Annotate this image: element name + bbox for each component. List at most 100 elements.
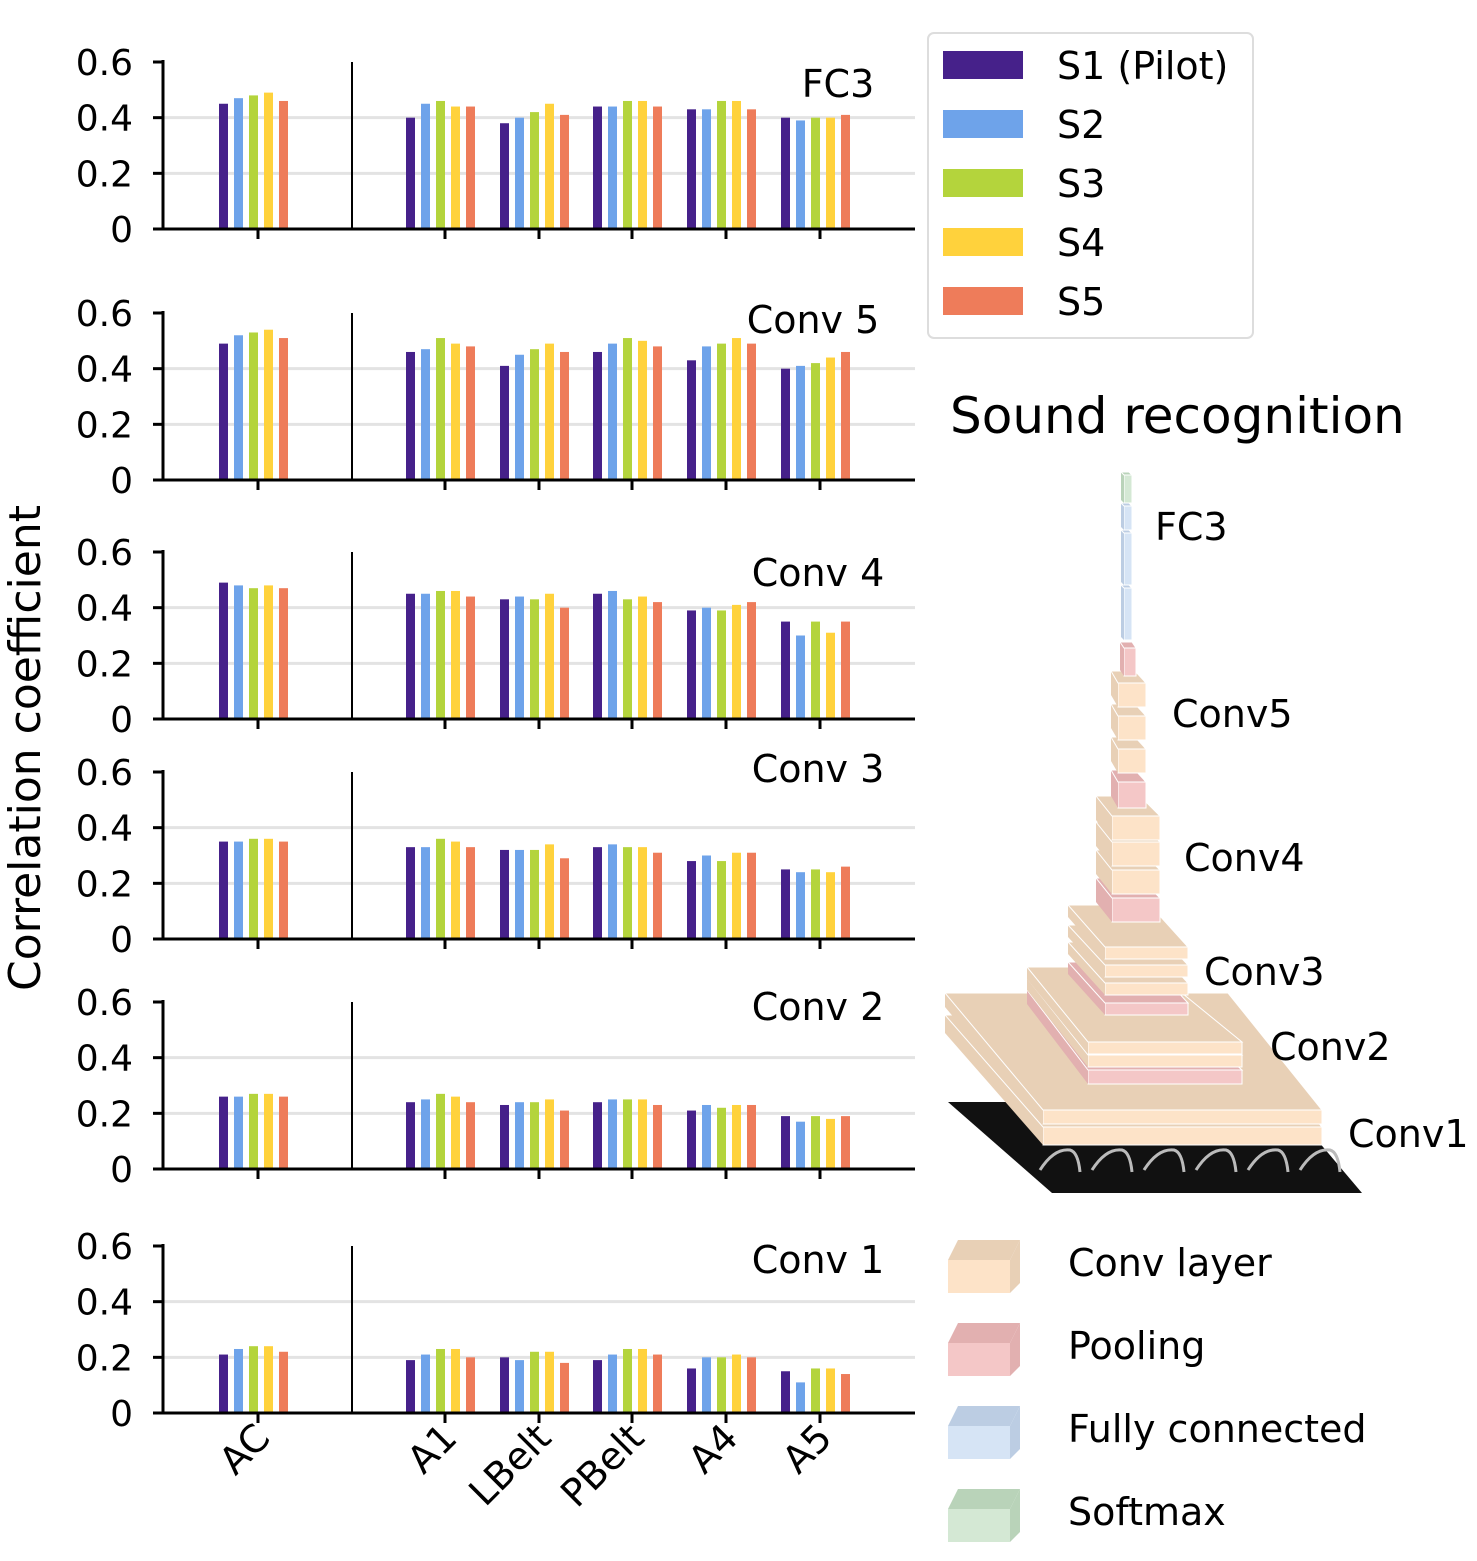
bar-ac-s3 — [249, 332, 258, 480]
conv5-layer-1 — [1110, 670, 1148, 708]
bar-a1-s5 — [466, 847, 475, 939]
legend-swatch — [943, 110, 1023, 138]
bar-ac-s2 — [234, 1348, 243, 1413]
bar-a5-s5 — [841, 621, 850, 719]
legend-frame — [927, 32, 1254, 339]
bar-a1-s4 — [451, 1096, 460, 1169]
bar-a4-s3 — [717, 610, 726, 719]
bar-a4-s4 — [732, 1354, 741, 1413]
bar-a5-s3 — [811, 1116, 820, 1169]
bar-pbelt-s3 — [623, 847, 632, 939]
fc3 — [1119, 584, 1134, 641]
bar-pbelt-s4 — [638, 100, 647, 229]
bar-a4-s3 — [717, 1107, 726, 1169]
fc1 — [1119, 502, 1134, 531]
bar-a5-s2 — [796, 365, 805, 480]
layer-label: Conv1 — [1348, 1112, 1469, 1156]
cube-icon — [948, 1323, 1020, 1343]
bar-a1-s2 — [421, 1099, 430, 1169]
y-tick-label: 0.2 — [76, 154, 133, 195]
bar-a5-s2 — [796, 120, 805, 229]
bar-lbelt-s5 — [560, 607, 569, 719]
y-tick-label: 0.4 — [76, 99, 133, 140]
bar-ac-s2 — [234, 98, 243, 229]
panel-label: Conv 1 — [752, 1238, 885, 1282]
bar-lbelt-s1 — [500, 599, 509, 719]
y-tick-label: 0 — [110, 920, 133, 961]
bar-a1-s5 — [466, 346, 475, 480]
bar-lbelt-s3 — [530, 1102, 539, 1169]
bar-a1-s3 — [436, 1093, 445, 1169]
bar-ac-s3 — [249, 95, 258, 230]
panel-label: FC3 — [802, 62, 875, 106]
diagram-title: Sound recognition — [950, 387, 1405, 445]
bar-a4-s4 — [732, 1104, 741, 1169]
bar-a4-s2 — [702, 607, 711, 719]
bar-ac-s4 — [264, 585, 273, 719]
layer-label: Conv2 — [1270, 1025, 1391, 1069]
bar-pbelt-s1 — [593, 593, 602, 719]
bar-a4-s2 — [702, 109, 711, 229]
layer-legend-item: Conv layer — [948, 1240, 1272, 1293]
bar-a4-s1 — [687, 861, 696, 939]
y-tick-label: 0 — [110, 461, 133, 502]
bar-pbelt-s5 — [653, 346, 662, 480]
bar-a5-s2 — [796, 1121, 805, 1169]
layer-legend-label: Pooling — [1068, 1324, 1205, 1368]
bar-a4-s2 — [702, 855, 711, 939]
bar-a4-s5 — [747, 852, 756, 939]
bar-lbelt-s5 — [560, 1362, 569, 1413]
bar-ac-s1 — [219, 103, 228, 229]
bar-pbelt-s5 — [653, 602, 662, 719]
bar-pbelt-s3 — [623, 599, 632, 719]
bar-lbelt-s1 — [500, 365, 509, 480]
bar-lbelt-s1 — [500, 1357, 509, 1413]
panel-label: Conv 5 — [747, 298, 880, 342]
bar-a5-s2 — [796, 872, 805, 939]
bar-a4-s2 — [702, 1357, 711, 1413]
bar-pbelt-s5 — [653, 1104, 662, 1169]
bar-lbelt-s3 — [530, 849, 539, 939]
x-tick-label: LBelt — [460, 1415, 559, 1514]
bar-pbelt-s1 — [593, 1102, 602, 1169]
bar-a5-s4 — [826, 1118, 835, 1169]
bar-a5-s3 — [811, 621, 820, 719]
bar-a1-s2 — [421, 349, 430, 480]
bar-a1-s3 — [436, 338, 445, 480]
y-tick-label: 0 — [110, 1150, 133, 1191]
bar-a5-s3 — [811, 1368, 820, 1413]
bar-lbelt-s4 — [545, 1351, 554, 1413]
layer-label: Conv4 — [1184, 836, 1305, 880]
bar-a5-s5 — [841, 1374, 850, 1413]
bar-pbelt-s2 — [608, 106, 617, 229]
bar-a5-s3 — [811, 117, 820, 229]
panel-conv3: 0 0.2 0.4 0.6 Conv 3 — [76, 747, 915, 961]
layer-label: Conv5 — [1172, 692, 1293, 736]
y-tick-label: 0.2 — [76, 1094, 133, 1135]
bar-a4-s1 — [687, 109, 696, 229]
layer-type-legend: Conv layer Pooling Fully connected Softmax — [948, 1240, 1367, 1542]
bar-ac-s2 — [234, 1096, 243, 1169]
bar-panels: 0 0.2 0.4 0.6 FC3 0 0.2 0.4 0.6 Conv 5 0 0.2 0.4 0.6 C… — [76, 43, 915, 1516]
bar-pbelt-s2 — [608, 343, 617, 480]
legend-swatch — [943, 287, 1023, 315]
bar-lbelt-s4 — [545, 103, 554, 229]
bar-lbelt-s2 — [515, 117, 524, 229]
y-tick-label: 0.6 — [76, 294, 133, 335]
bar-pbelt-s1 — [593, 106, 602, 229]
panel-conv2: 0 0.2 0.4 0.6 Conv 2 — [76, 983, 915, 1191]
bar-a4-s1 — [687, 360, 696, 480]
bar-pbelt-s1 — [593, 847, 602, 939]
bar-lbelt-s5 — [560, 1110, 569, 1169]
bar-lbelt-s5 — [560, 114, 569, 229]
bar-ac-s1 — [219, 343, 228, 480]
bar-lbelt-s4 — [545, 844, 554, 939]
legend-swatch — [943, 169, 1023, 197]
softmax — [1119, 471, 1134, 504]
bar-a4-s5 — [747, 602, 756, 719]
bar-a5-s5 — [841, 351, 850, 480]
bar-a5-s5 — [841, 1116, 850, 1169]
bar-a4-s1 — [687, 610, 696, 719]
y-tick-label: 0 — [110, 700, 133, 741]
